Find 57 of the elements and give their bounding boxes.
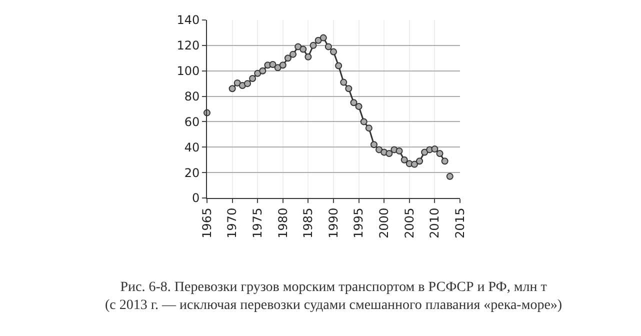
y-tick-label: 120 <box>176 38 200 53</box>
point <box>376 146 383 154</box>
point <box>279 62 286 69</box>
point <box>446 172 454 180</box>
point <box>300 46 307 53</box>
y-tick-label: 60 <box>184 114 200 129</box>
point <box>228 85 236 92</box>
point <box>324 43 332 50</box>
y-tick-label: 0 <box>192 191 200 206</box>
y-tick-label: 40 <box>184 140 200 154</box>
point <box>365 124 372 132</box>
point <box>269 61 276 68</box>
point <box>386 150 393 157</box>
x-tick-label: 1985 <box>301 208 316 238</box>
point <box>441 158 448 165</box>
point <box>330 48 337 56</box>
point <box>314 36 322 44</box>
point <box>355 102 362 110</box>
point <box>396 147 403 154</box>
point <box>410 160 418 168</box>
point <box>294 43 302 50</box>
point <box>416 158 424 165</box>
point <box>436 150 444 157</box>
point <box>320 34 327 42</box>
y-tick-label: 100 <box>176 64 200 78</box>
point <box>310 42 317 49</box>
text: Рис. 6-8. Перевозки грузов морским транспортом в РСФСР и РФ, млн т (с 2013 г. — исключая перевозки судами смешанного плавания «река-море») <box>105 280 562 314</box>
x-tick-label: 1975 <box>250 208 264 238</box>
y-tick-label: 20 <box>184 166 200 180</box>
point <box>350 99 358 106</box>
point <box>254 70 262 77</box>
x-tick-label: 1970 <box>225 208 240 238</box>
y-tick-label: 140 <box>176 13 200 28</box>
point <box>290 50 297 58</box>
point <box>244 80 251 88</box>
x-tick-label: 1980 <box>276 208 290 238</box>
x-tick-label: 2000 <box>377 208 391 238</box>
point <box>340 78 348 86</box>
point <box>335 62 342 70</box>
x-tick-label: 1990 <box>326 208 340 238</box>
point <box>400 156 408 164</box>
point <box>345 85 352 92</box>
point <box>284 54 292 62</box>
point <box>370 141 378 148</box>
point <box>259 67 266 74</box>
x-tick-label: 2005 <box>402 208 416 238</box>
point <box>274 64 282 72</box>
x-tick-label: 1965 <box>200 208 214 238</box>
x-tick-label: 2015 <box>452 208 467 238</box>
point <box>249 74 256 82</box>
point <box>360 118 368 126</box>
x-tick-label: 1995 <box>352 208 366 238</box>
y-tick-label: 80 <box>184 89 200 104</box>
x-tick-label: 2010 <box>428 208 442 238</box>
point <box>234 79 241 86</box>
point <box>304 53 312 60</box>
point <box>431 146 438 153</box>
